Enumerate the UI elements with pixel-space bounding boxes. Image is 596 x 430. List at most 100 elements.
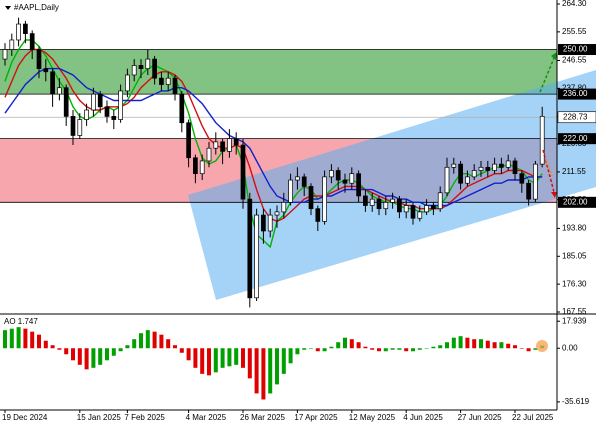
candle-body xyxy=(131,65,137,76)
candle-body xyxy=(376,198,382,210)
x-tick-label: 26 Mar 2025 xyxy=(240,413,285,422)
candle-body xyxy=(138,65,144,69)
candle-body xyxy=(145,58,151,69)
candle-body xyxy=(526,182,531,200)
candle-body xyxy=(261,214,266,232)
candle-body xyxy=(499,163,504,168)
ao-bar xyxy=(193,348,198,368)
level-label: 250.00 xyxy=(563,45,588,54)
x-tick-label: 15 Jan 2025 xyxy=(77,413,122,422)
ao-bar xyxy=(125,345,130,349)
ao-bar xyxy=(377,348,381,352)
x-tick-label: 7 Feb 2025 xyxy=(124,413,165,422)
candle-body xyxy=(233,138,239,146)
candle-body xyxy=(465,176,470,184)
candle-body xyxy=(363,195,368,206)
ao-bar xyxy=(64,348,69,355)
ao-bar xyxy=(309,348,313,349)
candle-body xyxy=(77,119,83,136)
arrow-down xyxy=(542,149,555,193)
axes: 264.30255.55246.55237.80229.05220.30211.… xyxy=(2,0,596,422)
candle-body xyxy=(57,87,62,95)
candle-body xyxy=(91,93,96,111)
ao-bar xyxy=(84,348,89,370)
candle-body xyxy=(159,77,164,85)
candle-body xyxy=(247,198,253,299)
candle-body xyxy=(437,192,443,210)
candle-body xyxy=(444,166,450,194)
y-tick-label: 176.30 xyxy=(562,279,587,288)
ao-bar xyxy=(519,348,524,349)
title-marker xyxy=(5,6,11,10)
ao-bar xyxy=(23,328,28,349)
x-tick-label: 4 Jun 2025 xyxy=(403,413,443,422)
current-price-label: 228.73 xyxy=(563,112,588,121)
candle-body xyxy=(505,160,511,168)
ao-bar xyxy=(411,348,415,352)
level-label-box xyxy=(558,88,596,100)
candle-body xyxy=(125,74,130,92)
ao-bar xyxy=(118,348,123,352)
candle-body xyxy=(410,205,416,219)
candle-body xyxy=(424,205,429,213)
ao-bar xyxy=(132,339,137,349)
y-tick-label: 0.00 xyxy=(562,343,578,352)
candle-body xyxy=(335,170,341,181)
ao-bar xyxy=(363,346,368,349)
x-tick-label: 27 Jun 2025 xyxy=(458,413,503,422)
candle-body xyxy=(485,166,491,171)
x-tick-label: 4 Mar 2025 xyxy=(186,413,227,422)
ao-bar xyxy=(247,348,252,379)
trend-channel xyxy=(188,70,596,300)
arrow-head xyxy=(551,192,557,198)
candle-body xyxy=(458,163,463,184)
candle-body xyxy=(383,201,389,210)
indicator xyxy=(3,327,545,400)
x-tick-label: 22 Jul 2025 xyxy=(512,413,554,422)
candle-body xyxy=(152,58,157,79)
ao-bar xyxy=(139,333,143,349)
ao-bar xyxy=(261,348,266,400)
candle-body xyxy=(9,39,15,50)
ao-bar xyxy=(302,348,307,350)
ao-bar xyxy=(207,348,211,376)
ao-bar xyxy=(220,348,225,368)
candle-body xyxy=(369,198,375,206)
ao-bar xyxy=(50,345,55,349)
ao-bar xyxy=(186,348,191,361)
candle-body xyxy=(342,179,348,184)
candle-body xyxy=(84,109,89,120)
level-label: 222.00 xyxy=(563,134,588,143)
candle-body xyxy=(179,93,185,124)
candle-body xyxy=(213,141,219,149)
ao-bar xyxy=(513,345,517,349)
current-price-box xyxy=(557,111,596,124)
ao-bar xyxy=(465,337,470,349)
ao-bar xyxy=(431,346,436,349)
ao-bar xyxy=(281,348,286,374)
candle-body xyxy=(288,179,293,203)
ao-bar xyxy=(145,330,150,349)
candle-body xyxy=(186,122,191,159)
ao-bar xyxy=(506,343,511,349)
ao-bar xyxy=(173,345,177,349)
ao-bar xyxy=(451,337,456,349)
ao-bar xyxy=(91,348,96,368)
candle-body xyxy=(539,116,545,165)
candle-body xyxy=(43,68,49,73)
candle-body xyxy=(118,90,123,120)
arrow-head xyxy=(551,52,557,60)
candle-body xyxy=(519,173,525,184)
ao-bar xyxy=(152,331,157,349)
y-tick-label: 255.55 xyxy=(562,27,587,36)
candle-body xyxy=(315,208,321,222)
candle-body xyxy=(227,138,232,152)
ao-bar xyxy=(16,327,21,349)
ao-bar xyxy=(315,348,320,352)
ao-bar xyxy=(458,336,463,349)
ao-bar xyxy=(329,346,334,349)
candle-body xyxy=(492,163,497,171)
candle-body xyxy=(431,205,436,210)
forecast-arrows xyxy=(539,52,557,198)
candle-body xyxy=(2,49,8,60)
